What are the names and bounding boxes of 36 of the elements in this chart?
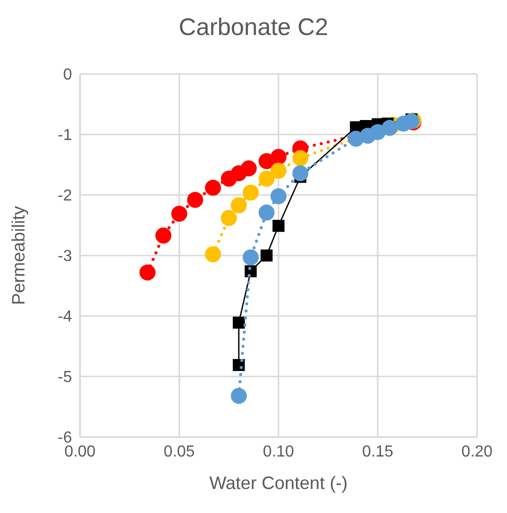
y-tick-label: -1: [58, 127, 72, 144]
point: [171, 206, 188, 222]
point: [260, 250, 273, 262]
point: [242, 184, 259, 201]
point: [230, 388, 247, 404]
x-axis-title: Water Content (-): [209, 473, 348, 493]
point: [258, 204, 275, 221]
point: [230, 197, 247, 214]
x-tick-label: 0.10: [262, 443, 294, 460]
point: [240, 160, 257, 176]
point: [272, 220, 284, 232]
point: [258, 170, 275, 187]
y-tick-label: -4: [58, 308, 72, 326]
point: [139, 264, 156, 280]
x-tick-label: 0.05: [164, 443, 195, 460]
chart-title: Carbonate C2: [178, 13, 330, 43]
y-tick-label: -5: [58, 369, 72, 386]
point: [155, 228, 172, 244]
point: [382, 120, 398, 136]
point: [232, 316, 245, 329]
point: [270, 162, 286, 179]
y-tick-label: -3: [58, 248, 72, 266]
point: [242, 249, 259, 266]
y-tick-label: 0: [63, 66, 72, 84]
point: [220, 210, 237, 226]
point: [270, 188, 286, 204]
y-axis-title: Permeability: [8, 206, 28, 306]
x-tick-label: 0.15: [362, 443, 394, 460]
point: [270, 148, 286, 165]
x-tick-label: 0.20: [461, 443, 493, 460]
point: [292, 150, 308, 166]
point: [292, 165, 308, 182]
point: [187, 192, 204, 208]
point: [204, 180, 221, 196]
point: [204, 246, 221, 262]
y-tick-label: -2: [58, 188, 72, 205]
